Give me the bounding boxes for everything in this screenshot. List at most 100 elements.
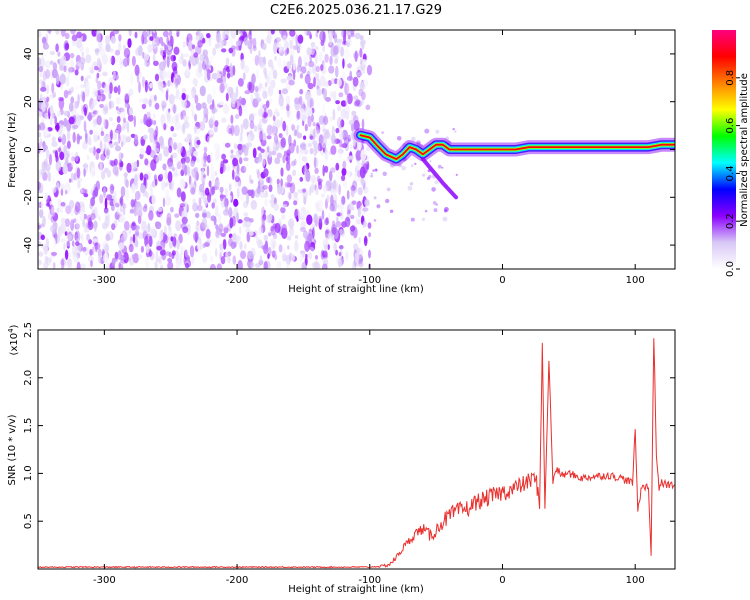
noise-cell [291,124,295,131]
noise-cell [321,250,328,258]
noise-cell [74,151,79,162]
noise-cell [51,187,57,193]
noise-cell [190,90,194,100]
noise-cell [191,44,196,50]
noise-cell [127,227,133,234]
noise-cell [87,133,91,145]
noise-cell [206,154,212,164]
noise-cell [143,134,148,140]
noise-cell [38,122,46,131]
noise-cell [455,173,458,176]
noise-cell [243,65,250,74]
noise-cell [63,110,70,117]
noise-cell [202,212,207,218]
noise-cell [329,116,333,122]
noise-cell [297,189,303,194]
noise-cell [350,33,355,38]
noise-cell [239,226,242,235]
noise-cell [325,129,329,134]
noise-cell [152,53,156,63]
noise-cell [86,233,90,242]
noise-cell [64,32,70,40]
noise-cell [160,229,164,241]
noise-cell [297,34,304,44]
noise-cell [223,225,229,235]
noise-cell [294,240,299,252]
noise-cell [354,252,360,264]
noise-cell [74,230,81,243]
noise-cell [219,101,225,106]
noise-cell [237,143,243,151]
colorbar-scale [712,30,736,269]
noise-cell [55,124,60,131]
noise-cell [109,143,114,149]
noise-cell [349,144,353,150]
noise-cell [120,195,124,207]
noise-cell [260,192,267,198]
noise-cell [125,179,129,188]
noise-cell [337,258,343,268]
noise-cell [60,83,64,90]
noise-cell [278,89,282,95]
noise-cell [340,108,347,119]
noise-cell [145,191,149,199]
noise-cell [348,119,355,126]
noise-cell [328,170,333,182]
noise-cell [288,142,295,154]
noise-cell [69,58,75,69]
noise-cell [282,35,287,43]
noise-cell [296,144,299,154]
snr-x-label: Height of straight line (km) [288,584,424,595]
noise-cell [373,196,377,200]
noise-cell [254,85,259,92]
noise-cell [108,100,112,110]
noise-cell [101,81,106,89]
noise-cell [284,181,291,188]
noise-cell [148,210,154,221]
colorbar: 0.0 0.2 0.4 0.6 0.8 Normalized spectral ampl… [712,30,750,277]
noise-cell [270,30,275,35]
noise-cell [49,204,55,216]
noise-cell [266,75,270,85]
noise-cell [40,223,44,228]
noise-cell [191,111,195,119]
noise-cell [130,199,135,208]
noise-cell [131,221,136,227]
noise-cell [38,30,42,38]
noise-cell [181,92,186,101]
noise-cell [98,216,102,221]
noise-cell [376,204,381,209]
noise-cell [190,160,196,167]
noise-cell [374,168,378,172]
noise-cell [83,228,90,233]
noise-cell [243,212,249,217]
noise-cell [111,257,116,267]
noise-cell [68,88,71,93]
noise-cell [262,43,267,51]
noise-cell [52,175,55,185]
noise-cell [324,81,330,88]
noise-cell [76,133,81,145]
noise-cell [214,170,218,177]
noise-cell [42,171,48,181]
noise-cell [175,89,180,98]
noise-cell [309,147,314,155]
noise-cell [229,217,234,229]
colorbar-tick-label: 0.4 [725,165,736,181]
noise-cell [237,30,241,35]
noise-cell [168,145,173,154]
noise-cell [224,142,231,148]
noise-cell [117,84,121,95]
noise-cell [110,129,113,141]
noise-cell [167,80,171,87]
noise-cell [206,239,212,244]
noise-cell [360,149,367,161]
noise-cell [286,103,290,112]
noise-cell [44,163,51,172]
noise-cell [181,99,188,108]
noise-cell [100,130,105,137]
noise-cell [120,186,126,198]
noise-cell [40,93,43,101]
noise-cell [258,121,263,127]
noise-cell [339,245,344,250]
